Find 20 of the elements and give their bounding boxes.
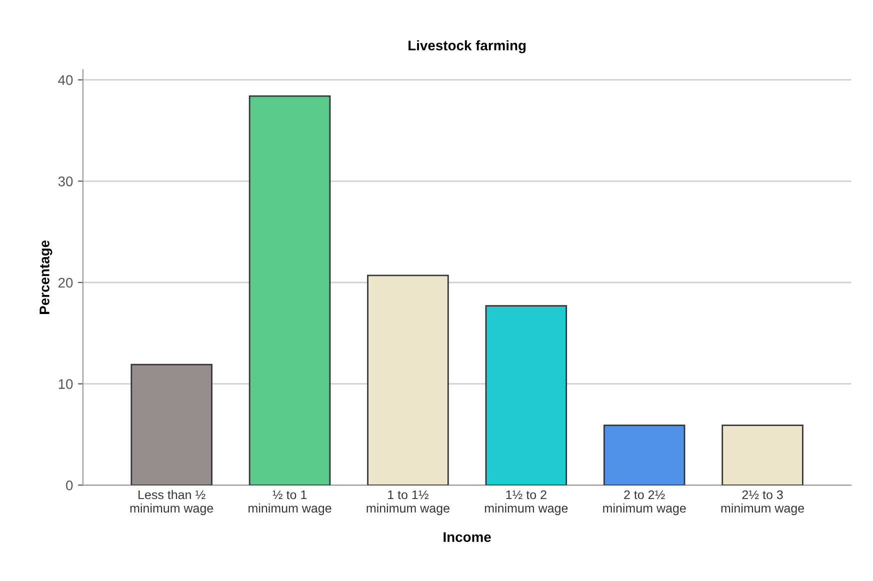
y-axis-title: Percentage (40, 240, 52, 314)
x-tick-label: ½ to 1 minimum wage (248, 490, 332, 516)
bar (722, 424, 804, 486)
y-tick-label: 30 (58, 176, 73, 186)
y-tick-label: 0 (66, 480, 73, 490)
bar (603, 424, 686, 486)
x-tick-label: Less than ½ minimum wage (130, 490, 214, 516)
y-tick-label: 40 (58, 75, 73, 86)
bar (130, 364, 212, 486)
chart-title: Livestock farming (408, 40, 526, 54)
bar (367, 274, 449, 486)
x-tick-label: 2 to 2½ minimum wage (603, 490, 686, 516)
x-tick-label: 1 to 1½ minimum wage (366, 490, 450, 516)
bar (248, 95, 331, 486)
bar (485, 305, 568, 486)
x-tick-label: 2½ to 3 minimum wage (721, 490, 804, 516)
x-axis-title: Income (444, 532, 491, 542)
x-tick-label: 1½ to 2 minimum wage (484, 490, 568, 516)
y-tick-label: 10 (58, 379, 73, 389)
y-tick-label: 20 (58, 278, 73, 288)
